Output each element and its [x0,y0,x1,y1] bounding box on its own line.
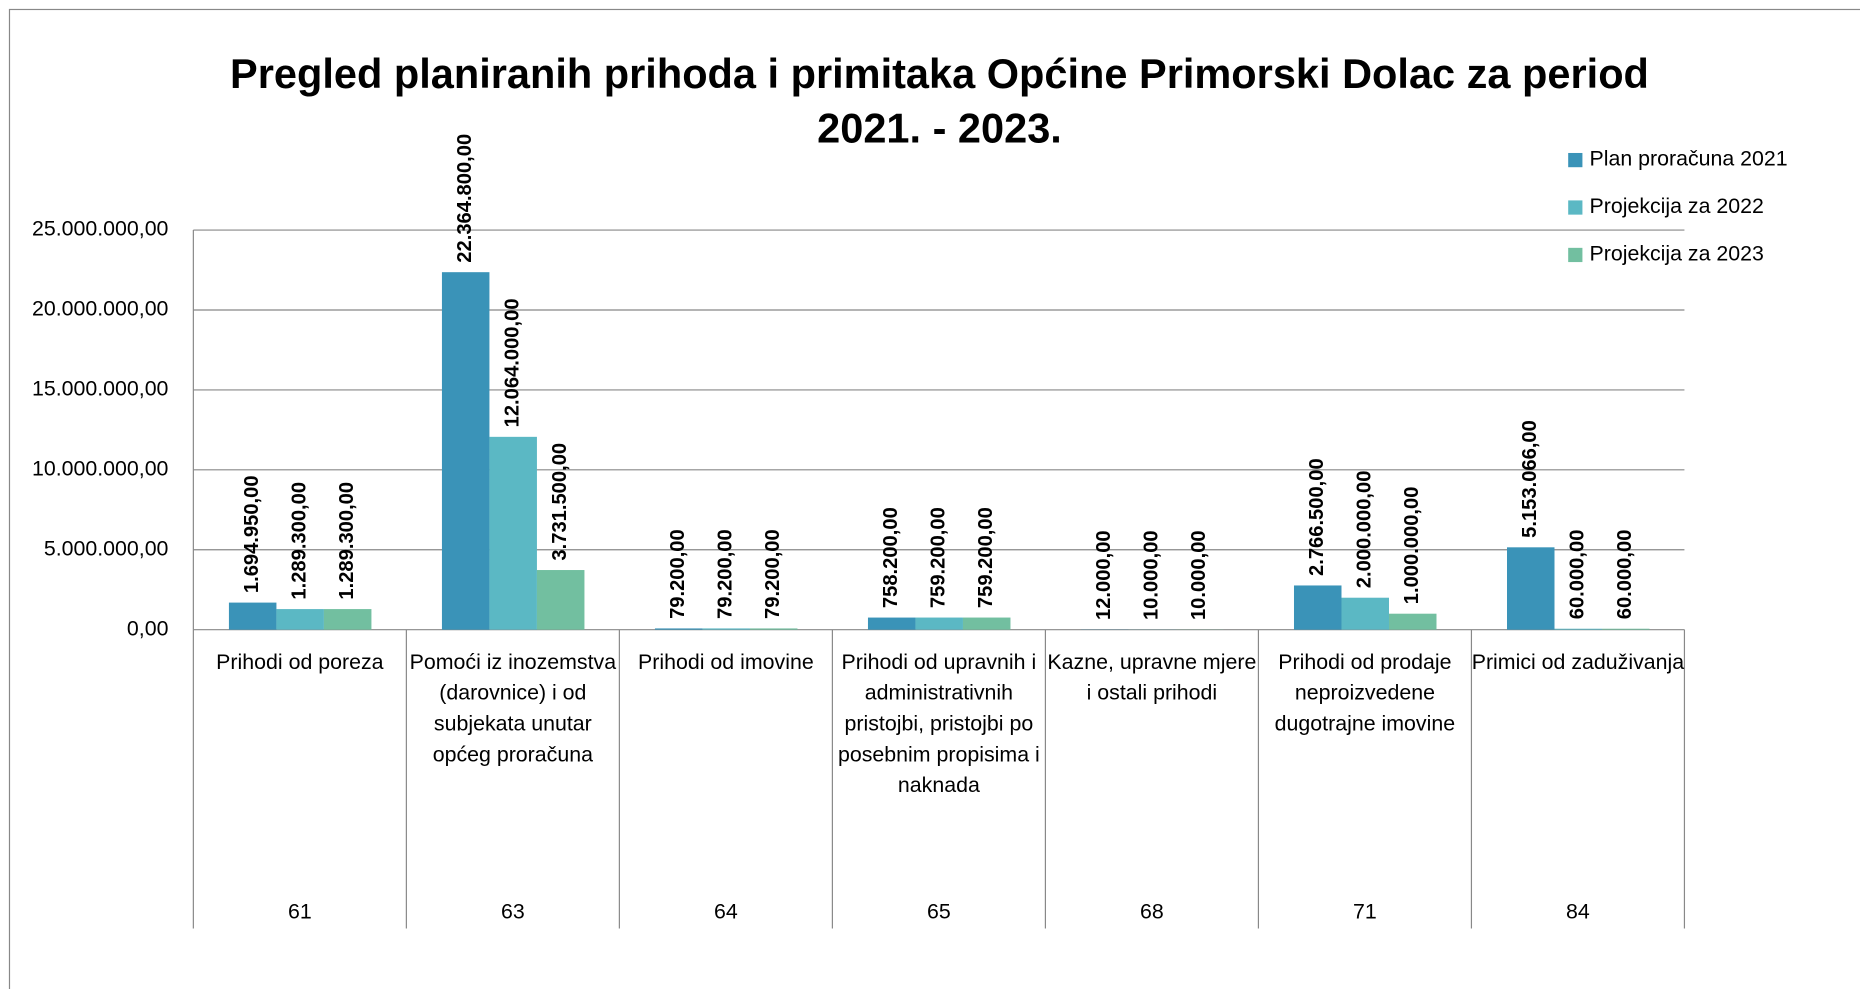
legend-label: Projekcija za 2023 [1590,242,1764,266]
x-tick-label: Kazne, upravne mjere i ostali prihodi [1047,649,1257,705]
x-tick-label: Prihodi od prodaje neproizvedene dugotra… [1274,649,1456,736]
x-tick-label-box: Primici od zaduživanja [1471,649,1685,674]
value-label: 22.364.800,00 [454,134,476,263]
bar [1388,613,1437,630]
value-label: 3.731.500,00 [549,443,571,561]
y-tick-label: 5.000.000,00 [44,536,169,560]
y-tick-label: 0,00 [127,616,169,640]
y-tick-label: 20.000.000,00 [32,297,169,321]
x-tick-label: Prihodi od poreza [216,649,384,674]
bar [1602,628,1650,630]
y-tick-label: 15.000.000,00 [32,377,169,401]
category-code: 68 [1140,900,1164,924]
value-label: 1.694.950,00 [241,475,263,593]
bar [441,272,490,630]
category-code: 71 [1353,900,1377,924]
bar [962,617,1011,630]
x-tick-label: Primici od zaduživanja [1471,649,1685,674]
legend-label: Plan proračuna 2021 [1590,147,1788,171]
legend-swatch [1568,152,1583,168]
x-tick-label-box: Prihodi od upravnih i administrativnih p… [837,649,1040,797]
chart-title: Pregled planiranih prihoda i primitaka O… [230,50,1649,152]
bar [1506,547,1555,630]
x-tick-label-box: Prihodi od imovine [638,649,814,674]
bar [915,617,963,630]
bar [323,609,372,630]
bar [536,570,585,630]
bar [867,617,916,630]
value-label: 60.000,00 [1567,530,1589,620]
value-label: 79.200,00 [762,529,784,619]
x-tick-label: Prihodi od imovine [638,649,814,674]
value-label: 759.200,00 [928,507,950,608]
x-tick-label: Pomoći iz inozemstva (darovnice) i od su… [409,649,617,767]
value-label: 759.200,00 [975,507,997,608]
value-label: 1.000.000,00 [1401,487,1423,605]
x-tick-label-box: Pomoći iz inozemstva (darovnice) i od su… [409,649,617,767]
value-label: 12.064.000,00 [502,298,524,427]
chart-border [8,8,1860,989]
category-code: 63 [501,900,525,924]
bar [654,628,703,630]
y-tick-label: 10.000.000,00 [32,456,169,480]
bar [1341,597,1389,630]
category-code: 65 [927,900,951,924]
legend-label: Projekcija za 2022 [1590,194,1764,218]
value-label: 758.200,00 [880,507,902,608]
bar [276,609,324,630]
bar [1554,628,1603,630]
value-label: 60.000,00 [1614,530,1636,620]
bar [228,602,277,630]
x-tick-label: Prihodi od upravnih i administrativnih p… [837,649,1040,797]
value-label: 1.289.300,00 [336,482,358,600]
y-tick-label: 25.000.000,00 [32,217,169,241]
value-label: 2.000.000,00 [1354,471,1376,589]
value-label: 12.000,00 [1093,530,1115,620]
legend-swatch [1568,200,1583,215]
category-code: 64 [714,900,738,924]
bar [702,628,750,630]
category-code: 84 [1566,900,1590,924]
category-code: 61 [288,900,312,924]
title-box: Pregled planiranih prihoda i primitaka O… [230,50,1649,152]
bar [1293,585,1342,630]
value-label: 5.153.066,00 [1519,420,1541,538]
value-label: 79.200,00 [667,529,689,619]
x-tick-label-box: Prihodi od prodaje neproizvedene dugotra… [1274,649,1456,736]
x-tick-label-box: Prihodi od poreza [216,649,384,674]
legend-swatch [1568,247,1583,263]
value-label: 10.000,00 [1188,530,1210,620]
bar [489,436,537,630]
value-label: 2.766.500,00 [1306,458,1328,576]
value-label: 1.289.300,00 [289,482,311,600]
bar [749,628,798,630]
value-label: 10.000,00 [1141,530,1163,620]
value-label: 79.200,00 [715,529,737,619]
x-tick-label-box: Kazne, upravne mjere i ostali prihodi [1047,649,1257,705]
